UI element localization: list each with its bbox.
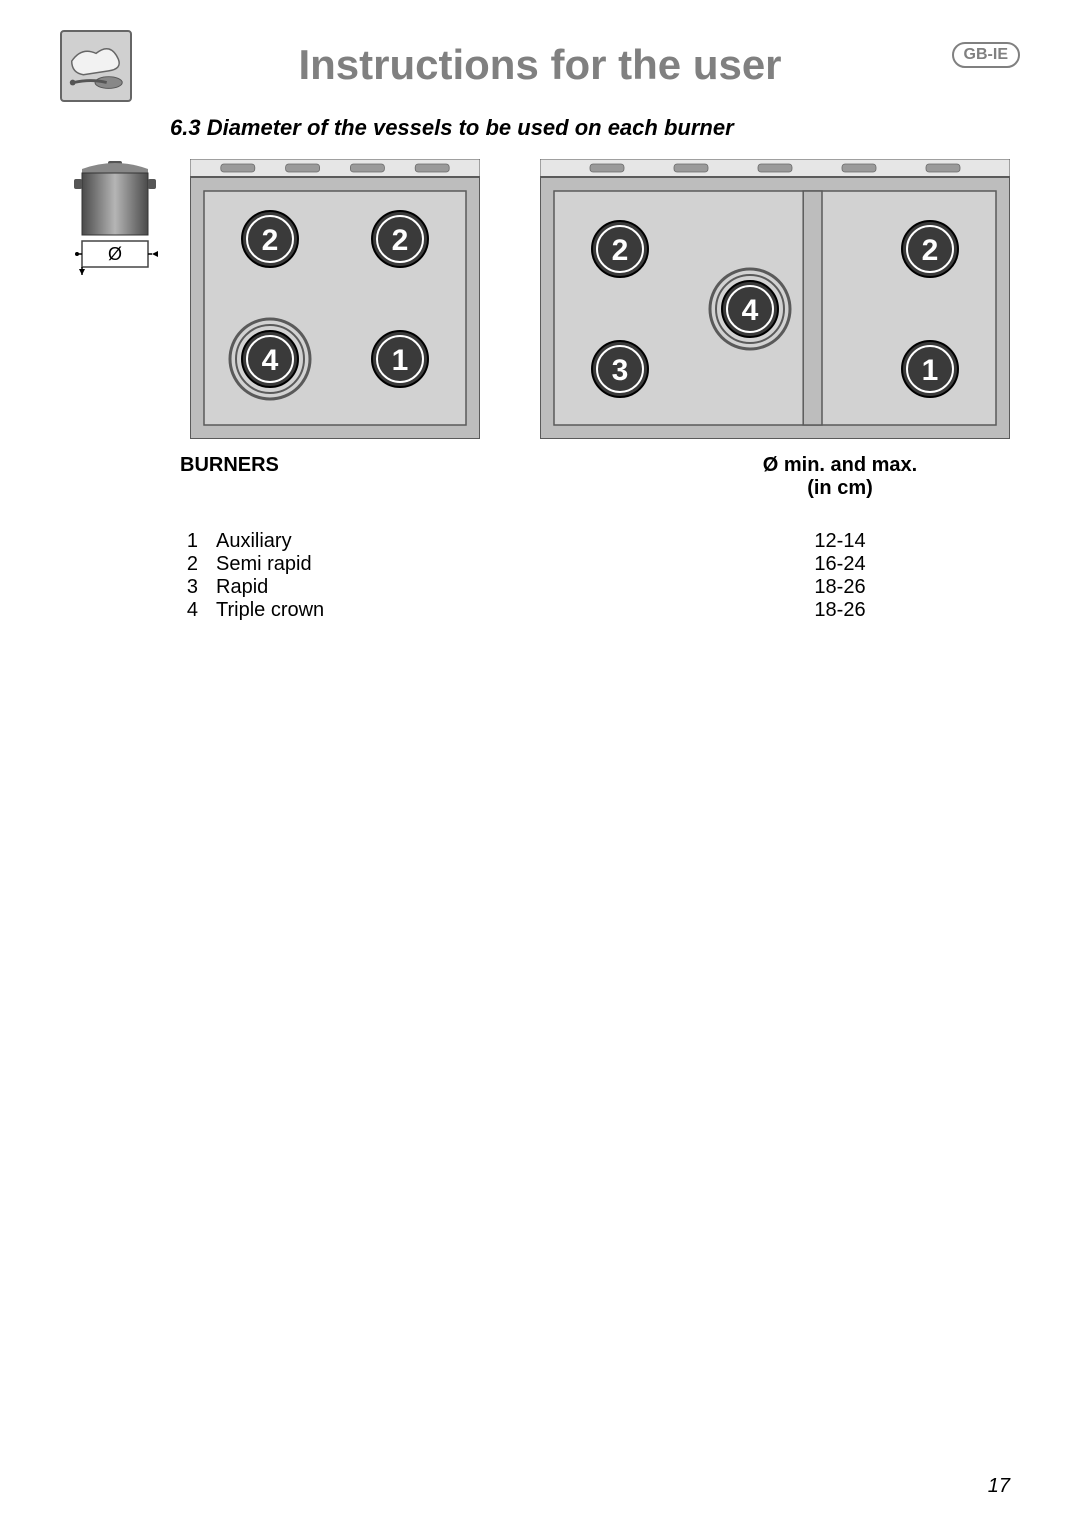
chef-logo-icon [60, 30, 132, 102]
hob-layout-wide: 2 3 4 2 1 [540, 159, 1010, 439]
burner-name: Rapid [216, 576, 268, 599]
svg-text:1: 1 [392, 344, 409, 377]
table-row: 3 Rapid [180, 576, 650, 599]
svg-text:2: 2 [612, 234, 629, 267]
burner-range: 16-24 [690, 553, 990, 576]
svg-text:2: 2 [262, 224, 279, 257]
burner-name: Semi rapid [216, 553, 312, 576]
burner-name: Triple crown [216, 599, 324, 622]
table-row: 1 Auxiliary [180, 530, 650, 553]
diameter-symbol: Ø [108, 244, 122, 264]
svg-text:2: 2 [392, 224, 409, 257]
burner-number: 3 [180, 576, 198, 599]
section-heading: 6.3 Diameter of the vessels to be used o… [170, 115, 1020, 141]
page-number: 17 [988, 1475, 1010, 1498]
svg-text:2: 2 [922, 234, 939, 267]
burner-range: 12-14 [690, 530, 990, 553]
table-row: 2 Semi rapid [180, 553, 650, 576]
svg-text:1: 1 [922, 354, 939, 387]
burner-number: 2 [180, 553, 198, 576]
svg-text:3: 3 [612, 354, 629, 387]
table-header-diameter: Ø min. and max. (in cm) [690, 454, 990, 500]
locale-badge: GB-IE [952, 42, 1020, 68]
svg-text:4: 4 [262, 344, 279, 377]
hob-layout-small: 2 2 4 1 [190, 159, 480, 439]
table-row: 4 Triple crown [180, 599, 650, 622]
page-title: Instructions for the user [298, 41, 781, 89]
burner-number: 1 [180, 530, 198, 553]
burner-dimensions-table: BURNERS Ø min. and max. (in cm) 1 Auxilia… [180, 454, 1020, 622]
svg-text:4: 4 [742, 294, 759, 327]
burner-name: Auxiliary [216, 530, 292, 553]
table-header-burners: BURNERS [180, 454, 650, 500]
burner-range: 18-26 [690, 576, 990, 599]
burner-range: 18-26 [690, 599, 990, 622]
pot-diameter-icon: Ø [60, 159, 170, 389]
burner-number: 4 [180, 599, 198, 622]
